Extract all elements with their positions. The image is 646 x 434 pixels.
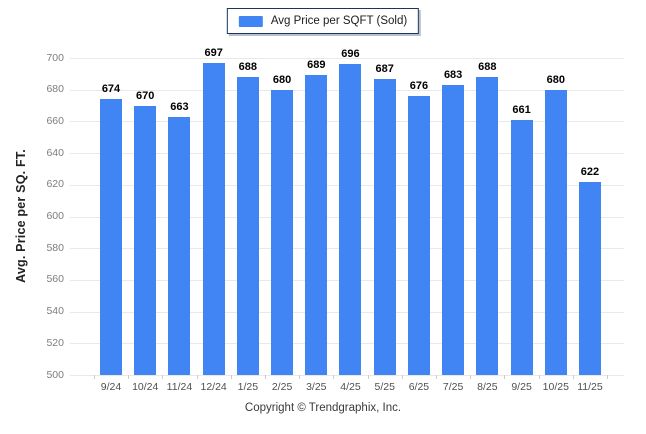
y-tick-label: 680 <box>46 83 64 96</box>
bar[interactable] <box>271 89 294 375</box>
x-tick-label: 4/25 <box>340 381 361 393</box>
y-tick-label: 580 <box>46 241 64 254</box>
bar[interactable] <box>168 116 191 375</box>
y-tick-label: 660 <box>46 114 64 127</box>
x-axis-tick <box>367 375 369 379</box>
bar-value-label: 683 <box>443 68 463 81</box>
x-tick-label: 12/24 <box>200 381 227 393</box>
x-tick-label: 9/24 <box>100 381 122 393</box>
bar[interactable] <box>578 181 601 375</box>
x-axis-tick <box>436 375 438 379</box>
bar[interactable] <box>202 62 225 375</box>
bar-value-label: 676 <box>409 80 429 93</box>
x-axis-tick <box>470 375 472 379</box>
x-tick-label: 11/25 <box>577 381 603 393</box>
y-tick-label: 700 <box>46 51 64 64</box>
bar[interactable] <box>442 84 465 375</box>
x-tick-label: 1/25 <box>237 381 259 393</box>
x-axis-tick <box>128 375 130 379</box>
x-tick-label: 6/25 <box>408 381 430 393</box>
x-axis-tick <box>401 375 403 379</box>
bar[interactable] <box>476 77 499 375</box>
legend: Avg Price per SQFT (Sold) <box>226 8 420 34</box>
bar[interactable] <box>407 96 430 375</box>
x-axis-tick <box>196 375 198 379</box>
y-tick-label: 560 <box>46 273 64 286</box>
gridline <box>70 58 624 59</box>
bar-value-label: 663 <box>170 100 189 113</box>
bar-value-label: 696 <box>341 48 360 61</box>
bar-value-label: 661 <box>512 103 531 116</box>
x-axis-tick <box>333 375 335 379</box>
y-tick-label: 520 <box>46 336 64 349</box>
bar[interactable] <box>100 99 122 375</box>
bar-value-label: 687 <box>375 62 394 75</box>
x-axis-tick <box>299 375 301 379</box>
x-tick-label: 9/25 <box>511 381 532 393</box>
y-tick-label: 600 <box>46 210 64 222</box>
bar-value-label: 688 <box>478 61 497 74</box>
bar[interactable] <box>373 78 396 375</box>
plot-area: 500 520 540 560 580 600 620 640 660 680 700 674 9/24… <box>46 47 624 393</box>
x-tick-label: 11/24 <box>166 381 193 393</box>
bar[interactable] <box>544 89 567 375</box>
x-axis-tick <box>504 375 506 379</box>
x-axis-tick <box>538 375 540 379</box>
bar-value-label: 680 <box>272 73 292 86</box>
bar[interactable] <box>236 77 259 375</box>
x-axis-tick <box>93 375 95 379</box>
y-tick-label: 500 <box>46 368 64 381</box>
bar-value-label: 674 <box>101 83 121 96</box>
x-tick-label: 7/25 <box>442 381 464 393</box>
bar[interactable] <box>305 75 328 375</box>
bar-value-label: 680 <box>546 73 565 86</box>
bar-value-label: 697 <box>204 46 223 59</box>
x-tick-label: 5/25 <box>374 381 395 393</box>
x-tick-label: 3/25 <box>306 381 327 393</box>
y-tick-label: 640 <box>46 146 64 159</box>
x-tick-label: 10/25 <box>542 381 569 393</box>
bar-value-label: 688 <box>238 61 258 74</box>
x-axis-tick <box>162 375 164 379</box>
bar-value-label: 622 <box>580 165 600 178</box>
x-tick-label: 8/25 <box>477 381 498 393</box>
legend-label: Avg Price per SQFT (Sold) <box>270 15 408 27</box>
bar-value-label: 689 <box>307 59 326 72</box>
bar-value-label: 670 <box>136 89 155 102</box>
bar[interactable] <box>134 105 157 375</box>
x-axis-tick <box>572 375 574 379</box>
footer-text: Copyright © Trendgraphix, Inc. <box>244 402 402 414</box>
x-axis-tick <box>607 375 609 379</box>
legend-swatch-icon <box>238 15 263 27</box>
x-axis-tick <box>230 375 232 379</box>
gridline <box>70 375 624 376</box>
x-tick-label: 10/24 <box>132 381 159 393</box>
y-tick-label: 620 <box>46 178 64 191</box>
bar[interactable] <box>339 64 362 375</box>
bar[interactable] <box>510 119 533 375</box>
y-tick-label: 540 <box>46 305 64 318</box>
x-tick-label: 2/25 <box>271 381 293 393</box>
x-axis-tick <box>264 375 266 379</box>
